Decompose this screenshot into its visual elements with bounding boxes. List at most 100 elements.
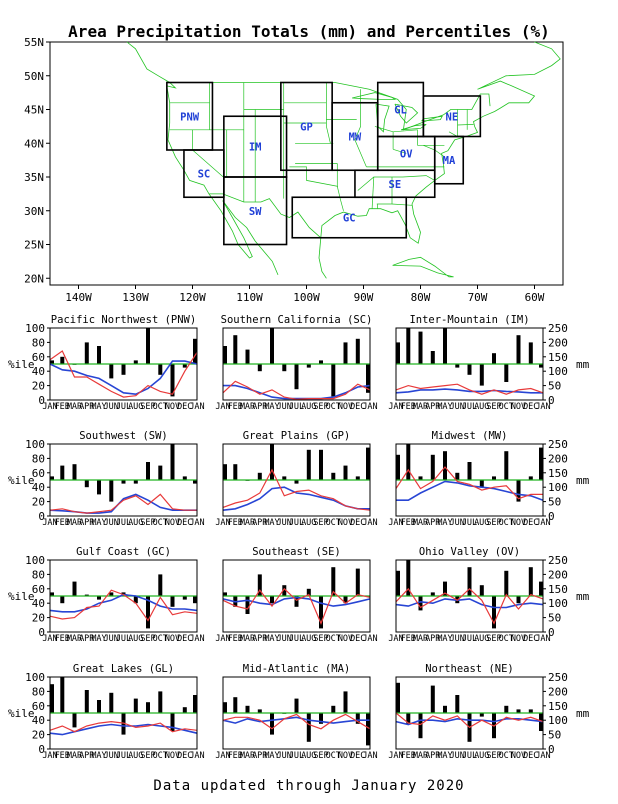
normal-line — [395, 388, 543, 394]
percentile-bar — [467, 567, 472, 596]
lat-label: 45N — [24, 104, 44, 117]
lat-label: 50N — [24, 70, 44, 83]
mm-tick-label: 50 — [548, 380, 561, 393]
mm-tick-label: 50 — [548, 496, 561, 509]
percentile-bar — [170, 364, 175, 397]
percentile-bar — [233, 697, 238, 713]
pct-tick-label: 100 — [25, 671, 45, 684]
region-box-gc — [291, 196, 408, 239]
mm-tick-label: 0 — [548, 394, 555, 407]
month-label: AUG — [301, 402, 316, 412]
percentile-bar — [343, 342, 348, 364]
percentile-bar — [50, 684, 54, 713]
month-label: SEP — [140, 402, 155, 412]
month-label: AUG — [474, 751, 489, 761]
month-label: SEP — [486, 518, 501, 528]
normal-line — [49, 593, 198, 613]
month-label: AUG — [128, 402, 143, 412]
coastline — [392, 256, 454, 278]
region-label-gl: GL — [394, 105, 407, 117]
percentile-bar — [343, 691, 348, 713]
panel-se: Southeast (SE)JANFEBMARAPRMAYJUNJULAUGSE… — [215, 546, 377, 644]
mm-tick-label: 150 — [548, 467, 568, 480]
pct-tick-label: 20 — [32, 612, 45, 625]
month-label: APR — [425, 518, 441, 528]
panel-title: Northeast (NE) — [425, 663, 514, 675]
pct-tick-label: 60 — [32, 583, 45, 596]
observed-line — [49, 720, 198, 733]
region-label-ov: OV — [400, 148, 413, 160]
percentile-bar — [282, 364, 287, 372]
month-label: MAR — [67, 751, 83, 761]
month-label: APR — [425, 634, 441, 644]
percentile-bar — [193, 480, 197, 484]
pct-axis-label: %ile — [8, 358, 35, 371]
state-border — [336, 163, 344, 211]
month-label: MAY — [437, 751, 452, 761]
mm-tick-label: 200 — [548, 685, 568, 698]
percentile-bar — [133, 596, 138, 604]
lake-outline — [394, 103, 419, 124]
region-label-se: SE — [389, 179, 402, 191]
percentile-bar — [84, 690, 89, 713]
percentile-bar — [182, 476, 187, 480]
month-label: FEB — [55, 751, 70, 761]
region-box-sw — [223, 176, 288, 246]
month-label: OCT — [153, 751, 168, 761]
month-label: MAY — [264, 751, 279, 761]
panel-mw: Midwest (MW)JANFEBMARAPRMAYJUNJULAUGSEPO… — [388, 430, 589, 528]
month-label: JUN — [277, 751, 292, 761]
month-label: NOV — [511, 518, 526, 528]
month-label: JUL — [116, 518, 131, 528]
percentile-bar — [182, 596, 187, 600]
panel-title: Inter-Mountain (IM) — [409, 314, 529, 326]
percentile-bar — [97, 346, 101, 364]
percentile-bar — [528, 476, 533, 480]
month-label: NOV — [511, 751, 526, 761]
month-label: OCT — [326, 751, 341, 761]
percentile-bar — [479, 364, 484, 386]
lon-label: 70W — [468, 291, 488, 304]
observed-line — [395, 712, 544, 729]
pct-tick-label: 40 — [32, 365, 45, 378]
month-label: MAR — [413, 402, 429, 412]
percentile-bar — [233, 335, 238, 364]
pct-tick-label: 60 — [32, 467, 45, 480]
month-label: JUL — [116, 751, 131, 761]
mm-axis-label: mm — [576, 707, 590, 720]
pct-tick-label: 0 — [38, 510, 45, 523]
percentile-bar — [170, 444, 175, 480]
percentile-bar — [319, 713, 323, 724]
percentile-bar — [331, 364, 336, 397]
state-border — [391, 203, 413, 206]
percentile-bar — [528, 709, 533, 713]
month-label: JUN — [104, 402, 119, 412]
month-label: JAN — [189, 751, 204, 761]
panel-frame — [49, 327, 198, 401]
percentile-bar — [418, 713, 423, 739]
month-label: MAR — [413, 751, 429, 761]
month-label: JUN — [277, 402, 292, 412]
lat-label: 25N — [24, 239, 44, 252]
month-label: NOV — [165, 402, 180, 412]
percentile-bar — [396, 682, 400, 713]
percentile-bar — [319, 449, 323, 480]
normal-line — [222, 716, 370, 724]
percentile-bar — [158, 691, 163, 713]
region-label-sc: SC — [198, 169, 211, 181]
percentile-bar — [121, 713, 126, 735]
percentile-bar — [60, 356, 65, 364]
mm-tick-label: 100 — [548, 597, 568, 610]
month-label: NOV — [165, 518, 180, 528]
month-label: JUN — [450, 634, 465, 644]
month-label: OCT — [326, 634, 341, 644]
percentile-bar — [516, 709, 521, 713]
month-label: FEB — [401, 634, 416, 644]
percentile-bar — [492, 353, 496, 364]
pct-tick-label: 80 — [32, 568, 45, 581]
lon-label: 140W — [65, 291, 92, 304]
lon-label: 60W — [525, 291, 545, 304]
month-label: NOV — [338, 634, 353, 644]
state-border — [423, 144, 445, 158]
